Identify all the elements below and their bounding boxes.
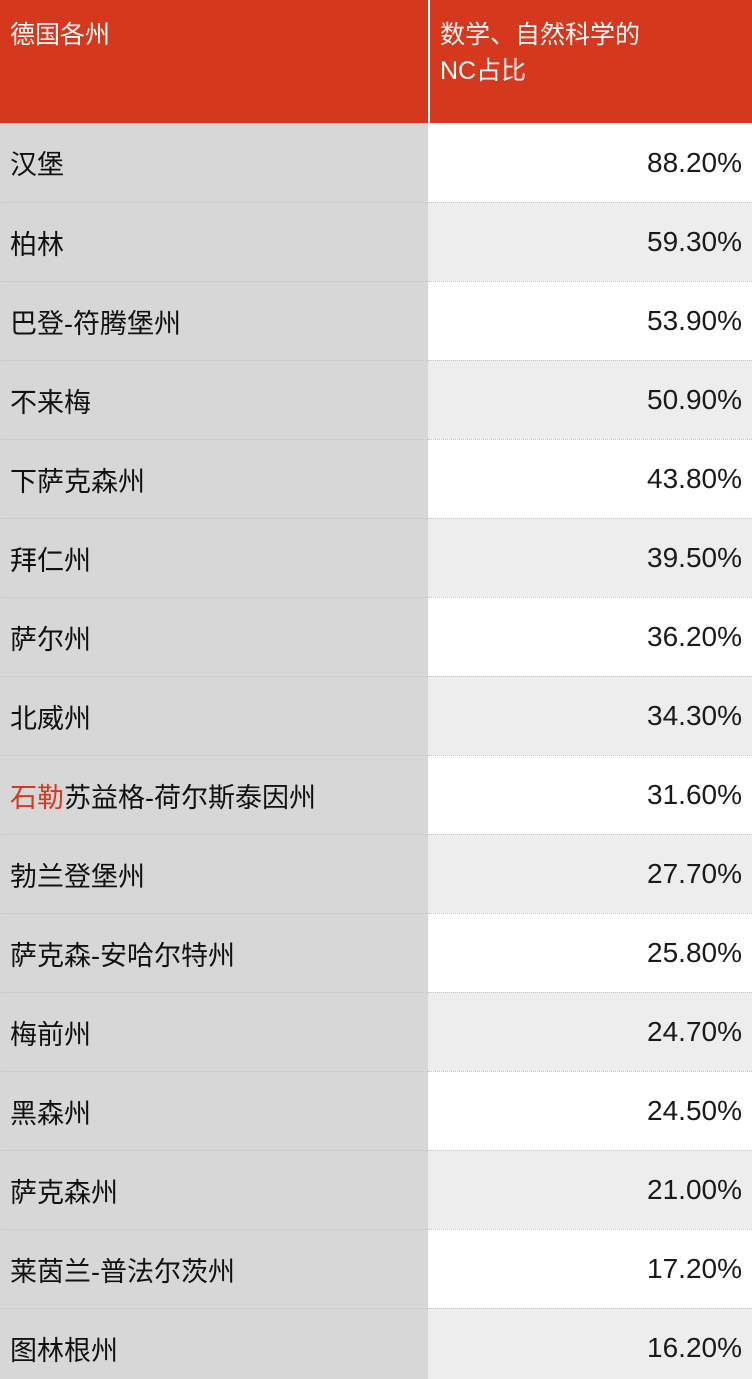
cell-state-name: 黑森州 (0, 1071, 428, 1150)
table-row: 柏林 59.30% (0, 202, 752, 281)
cell-nc-share-value: 50.90% (428, 360, 752, 439)
cell-state-name: 下萨克森州 (0, 439, 428, 518)
table-row: 拜仁州 39.50% (0, 518, 752, 597)
cell-nc-share-value: 53.90% (428, 281, 752, 360)
column-header-nc-share-line1: 数学、自然科学的 (440, 21, 641, 49)
table-row: 汉堡 88.20% (0, 123, 752, 202)
cell-nc-share-value: 39.50% (428, 518, 752, 597)
cell-state-name: 莱茵兰-普法尔茨州 (0, 1229, 428, 1308)
cell-state-name: 柏林 (0, 202, 428, 281)
table-row: 萨尔州 36.20% (0, 597, 752, 676)
cell-nc-share-value: 25.80% (428, 913, 752, 992)
table-row: 莱茵兰-普法尔茨州 17.20% (0, 1229, 752, 1308)
table-row: 萨克森-安哈尔特州 25.80% (0, 913, 752, 992)
table-row: 石勒 苏益格-荷尔斯泰因州 31.60% (0, 755, 752, 834)
cell-state-name: 拜仁州 (0, 518, 428, 597)
cell-state-name: 不来梅 (0, 360, 428, 439)
cell-state-name: 汉堡 (0, 123, 428, 202)
cell-nc-share-value: 24.70% (428, 992, 752, 1071)
table-row: 不来梅 50.90% (0, 360, 752, 439)
cell-nc-share-value: 59.30% (428, 202, 752, 281)
cell-nc-share-value: 27.70% (428, 834, 752, 913)
column-header-state: 德国各州 (10, 21, 111, 49)
table-body: 汉堡 88.20% 柏林 59.30% 巴登-符腾堡州 53.90% 不来梅 50.90% 下萨… (0, 123, 752, 1379)
cell-state-name: 萨克森-安哈尔特州 (0, 913, 428, 992)
cell-nc-share-value: 17.20% (428, 1229, 752, 1308)
cell-nc-share-value: 36.20% (428, 597, 752, 676)
table-row: 图林根州 16.20% (0, 1308, 752, 1379)
cell-nc-share-value: 16.20% (428, 1308, 752, 1379)
column-header-nc-share: 数学、自然科学的 NC占比 (428, 0, 752, 123)
cell-state-name: 梅前州 (0, 992, 428, 1071)
cell-state-name: 萨尔州 (0, 597, 428, 676)
table-row: 北威州 34.30% (0, 676, 752, 755)
cell-state-name: 图林根州 (0, 1308, 428, 1379)
state-name-rest: 苏益格-荷尔斯泰因州 (64, 782, 316, 813)
table-row: 巴登-符腾堡州 53.90% (0, 281, 752, 360)
state-name-highlight: 石勒 (10, 782, 64, 813)
table-row: 勃兰登堡州 27.70% (0, 834, 752, 913)
column-header-nc-share-line2: NC占比 (440, 57, 527, 85)
table-row: 黑森州 24.50% (0, 1071, 752, 1150)
table-row: 下萨克森州 43.80% (0, 439, 752, 518)
table-row: 梅前州 24.70% (0, 992, 752, 1071)
table-header-row: 德国各州 数学、自然科学的 NC占比 (0, 0, 752, 123)
cell-state-name: 勃兰登堡州 (0, 834, 428, 913)
cell-state-name: 北威州 (0, 676, 428, 755)
cell-state-name: 石勒 苏益格-荷尔斯泰因州 (0, 755, 428, 834)
cell-nc-share-value: 43.80% (428, 439, 752, 518)
cell-nc-share-value: 24.50% (428, 1071, 752, 1150)
cell-nc-share-value: 88.20% (428, 123, 752, 202)
cell-state-name: 萨克森州 (0, 1150, 428, 1229)
table-row: 萨克森州 21.00% (0, 1150, 752, 1229)
cell-nc-share-value: 21.00% (428, 1150, 752, 1229)
cell-state-name: 巴登-符腾堡州 (0, 281, 428, 360)
cell-nc-share-value: 31.60% (428, 755, 752, 834)
cell-nc-share-value: 34.30% (428, 676, 752, 755)
